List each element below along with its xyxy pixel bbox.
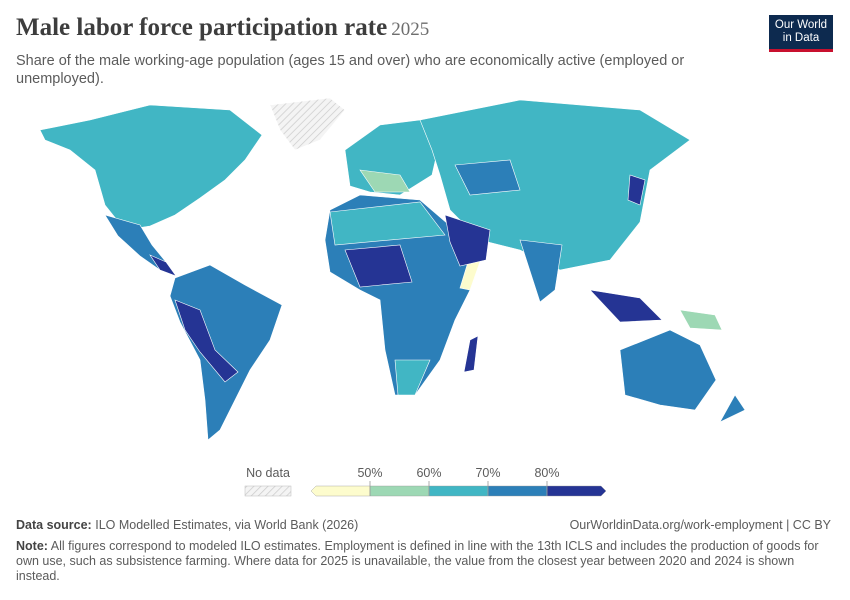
url[interactable]: OurWorldinData.org/work-employment | CC … bbox=[569, 518, 831, 532]
sahara[interactable] bbox=[329, 201, 446, 246]
legend-swatch[interactable] bbox=[428, 485, 489, 497]
legend-swatch[interactable] bbox=[310, 485, 371, 497]
logo-line: Our World bbox=[774, 19, 828, 31]
source: Data source: ILO Modelled Estimates, via… bbox=[16, 518, 358, 532]
no-data-swatch bbox=[244, 485, 292, 497]
legend-tick-label: 60% bbox=[416, 466, 441, 480]
title: Male labor force participation rate bbox=[16, 14, 388, 41]
australia[interactable] bbox=[619, 329, 717, 411]
source-label: Data source: bbox=[16, 518, 92, 532]
year: 2025 bbox=[391, 19, 430, 40]
middle-east[interactable] bbox=[444, 214, 491, 267]
africa[interactable] bbox=[324, 194, 483, 396]
note: Note: All figures correspond to modeled … bbox=[16, 539, 831, 584]
note-text: All figures correspond to modeled ILO es… bbox=[16, 539, 819, 583]
legend-tick-label: 70% bbox=[475, 466, 500, 480]
papua[interactable] bbox=[679, 309, 723, 331]
south-america[interactable] bbox=[169, 264, 283, 441]
north-america[interactable] bbox=[39, 104, 263, 231]
title-block: Male labor force participation rate 2025 bbox=[16, 14, 429, 42]
logo[interactable]: Our World in Data bbox=[769, 15, 833, 52]
logo-line: in Data bbox=[782, 32, 820, 44]
asia[interactable] bbox=[419, 99, 691, 271]
subtitle: Share of the male working-age population… bbox=[16, 53, 685, 87]
west-africa[interactable] bbox=[344, 244, 413, 288]
southern-africa[interactable] bbox=[394, 359, 431, 396]
andes-dark[interactable] bbox=[174, 299, 239, 383]
legend-swatch[interactable] bbox=[546, 485, 607, 497]
central-america-dark[interactable] bbox=[149, 254, 177, 277]
legend: No data 50% 60% 70% 80% bbox=[244, 466, 607, 497]
new-zealand[interactable] bbox=[719, 394, 746, 423]
legend-swatch[interactable] bbox=[487, 485, 548, 497]
greenland[interactable] bbox=[269, 97, 346, 151]
korea-japan[interactable] bbox=[627, 174, 646, 206]
legend-swatch[interactable] bbox=[369, 485, 430, 497]
legend-tick-label: 80% bbox=[534, 466, 559, 480]
no-data-label: No data bbox=[246, 466, 290, 480]
note-label: Note: bbox=[16, 539, 48, 553]
source-text: ILO Modelled Estimates, via World Bank (… bbox=[95, 518, 359, 532]
central-asia[interactable] bbox=[454, 159, 521, 196]
world-map bbox=[39, 97, 746, 441]
madagascar[interactable] bbox=[463, 335, 479, 373]
southern-europe[interactable] bbox=[359, 169, 411, 193]
legend-tick-label: 50% bbox=[357, 466, 382, 480]
india[interactable] bbox=[519, 239, 563, 303]
southeast-asia[interactable] bbox=[589, 289, 663, 323]
